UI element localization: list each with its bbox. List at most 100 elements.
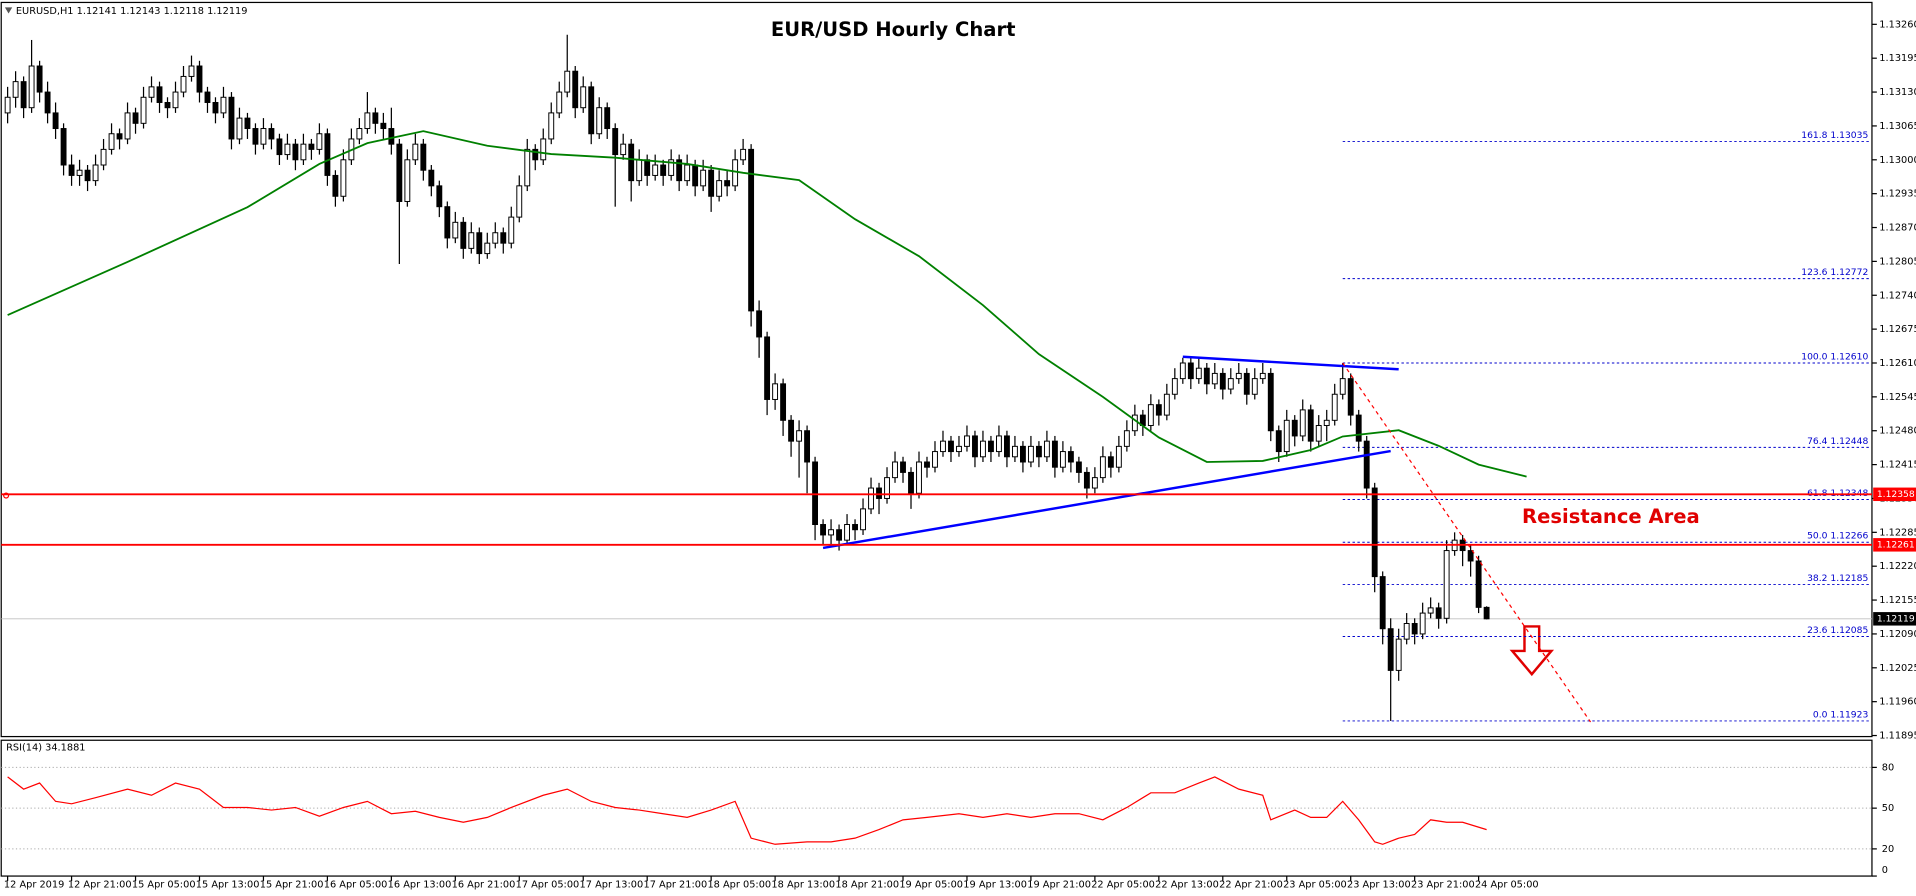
candle-body (1091, 477, 1098, 489)
x-tick-label: 18 Apr 05:00 (707, 880, 771, 891)
candle-body (268, 128, 275, 140)
x-tick-label: 19 Apr 05:00 (899, 880, 963, 891)
fib-label: 161.8 1.13035 (1801, 130, 1868, 141)
x-tick-label: 22 Apr 13:00 (1155, 880, 1219, 891)
candle-body (1115, 445, 1122, 468)
x-tick-label: 17 Apr 05:00 (516, 880, 580, 891)
y-tick-label: 1.12025 (1879, 663, 1916, 674)
x-tick-label: 22 Apr 21:00 (1219, 880, 1283, 891)
fib-label: 23.6 1.12085 (1807, 625, 1868, 636)
candle-body (12, 81, 19, 98)
candle-body (1131, 414, 1138, 432)
candle-body (148, 86, 155, 98)
fib-label: 38.2 1.12185 (1807, 573, 1868, 584)
candle-body (172, 91, 179, 109)
candle-body (220, 96, 227, 114)
candle-body (196, 65, 203, 93)
candle-body (1307, 409, 1314, 442)
rsi-tick-label: 0 (1882, 865, 1888, 876)
x-tick-label: 15 Apr 13:00 (196, 880, 260, 891)
candle-body (1211, 372, 1218, 385)
candle-body (724, 180, 731, 187)
candle-body (260, 128, 267, 145)
candle-body (404, 159, 411, 202)
x-tick-label: 17 Apr 13:00 (580, 880, 644, 891)
candle-body (1275, 430, 1282, 453)
down-arrow (1509, 625, 1555, 677)
candle-body (1291, 419, 1298, 437)
candle-body (700, 169, 707, 187)
candle-body (1195, 367, 1202, 380)
price-box (1873, 538, 1916, 552)
candle-body (1347, 378, 1354, 416)
candle-body (1083, 471, 1090, 489)
candle-body (1387, 628, 1394, 671)
candle-body (652, 164, 659, 176)
candle-body (812, 461, 819, 526)
candle-body (772, 383, 779, 400)
candle-body (1171, 378, 1178, 395)
candle-body (1475, 560, 1482, 608)
candle-body (1243, 372, 1250, 395)
candle-body (524, 148, 531, 187)
y-tick-label: 1.12480 (1879, 426, 1916, 437)
candle-body (180, 75, 187, 93)
candle-body (692, 164, 699, 187)
candle-body (1355, 414, 1362, 442)
y-tick-label: 1.12545 (1879, 392, 1916, 403)
candle-body (68, 164, 75, 176)
candle-body (676, 159, 683, 182)
candle-body (460, 221, 467, 249)
candle-body (908, 471, 914, 494)
moving-average (7, 130, 1527, 478)
candle-body (1363, 440, 1370, 489)
candle-body (1203, 367, 1210, 385)
candle-body (284, 143, 291, 156)
candle-body (372, 112, 379, 124)
candle-body (932, 451, 938, 468)
candle-body (60, 128, 67, 166)
candle-body (132, 112, 139, 124)
candle-body (1235, 372, 1242, 380)
candle-body (396, 143, 403, 202)
y-tick-label: 1.11895 (1879, 731, 1916, 742)
candle-body (1467, 550, 1474, 562)
x-tick-label: 19 Apr 21:00 (1027, 880, 1091, 891)
candle-body (1315, 425, 1322, 442)
candle-body (804, 430, 811, 463)
candle-body (332, 174, 339, 197)
candle-body (244, 117, 251, 130)
x-tick-label: 23 Apr 21:00 (1411, 880, 1475, 891)
candle-body (1443, 550, 1450, 619)
candle-body (660, 164, 667, 176)
rsi-tick-label: 50 (1882, 803, 1894, 814)
y-tick-label: 1.13000 (1879, 155, 1916, 166)
candle-body (716, 180, 723, 197)
candle-body (788, 419, 795, 442)
candle-body (28, 65, 35, 109)
x-tick-label: 15 Apr 05:00 (132, 880, 196, 891)
candle-body (948, 440, 954, 453)
candle-body (1403, 623, 1410, 640)
fib-label: 76.4 1.12448 (1807, 436, 1868, 447)
candle-body (1107, 456, 1114, 468)
candle-body (324, 133, 331, 176)
candle-body (644, 159, 651, 176)
candle-body (1299, 409, 1306, 437)
candle-body (1163, 393, 1170, 416)
candle-body (924, 461, 930, 468)
x-tick-label: 23 Apr 13:00 (1347, 880, 1411, 891)
price-box-label: 1.12358 (1877, 489, 1915, 500)
candle-body (972, 435, 978, 458)
candle-body (1147, 404, 1154, 427)
candle-body (892, 461, 898, 479)
candle-body (732, 159, 739, 187)
candle-body (1251, 378, 1258, 395)
candle-body (1219, 372, 1226, 390)
candle-body (1339, 378, 1346, 395)
candle-body (852, 524, 858, 531)
candle-body (516, 185, 523, 218)
candle-body (1051, 440, 1058, 468)
